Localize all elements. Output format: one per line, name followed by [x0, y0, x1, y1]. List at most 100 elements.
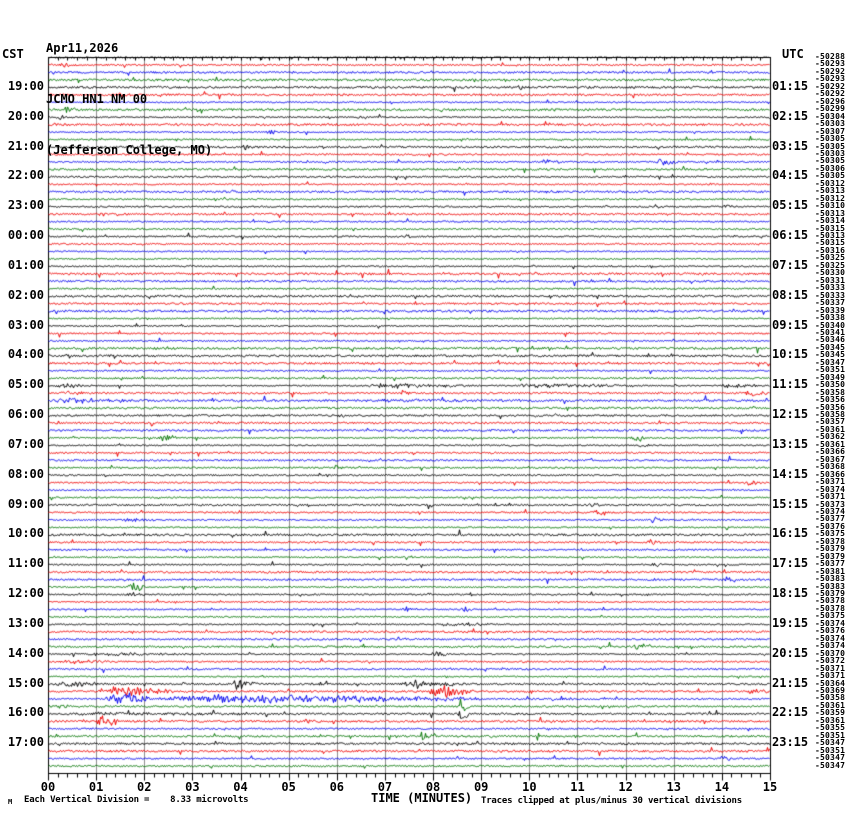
- trace-offset-value: -50316: [815, 245, 846, 255]
- trace-offset-value: -50330: [815, 268, 846, 278]
- station-location-label: (Jefferson College, MO): [46, 143, 213, 157]
- trace-offset-value: -50292: [815, 89, 846, 99]
- trace-offset-value: -50331: [815, 275, 846, 285]
- cst-hour-label: 19:00: [7, 78, 44, 93]
- trace-offset-value: -50305: [815, 156, 846, 166]
- trace-offset-value: -50325: [815, 253, 846, 263]
- station-code-label: JCMO HN1 NM 00: [46, 92, 148, 106]
- minute-tick-label: 03: [185, 780, 200, 794]
- cst-hour-label: 10:00: [7, 526, 44, 541]
- trace-offset-value: -50338: [815, 313, 846, 323]
- trace-offset-value: -50374: [815, 484, 846, 494]
- trace-offset-value: -50358: [815, 410, 846, 419]
- utc-hour-label: 13:15: [772, 436, 809, 451]
- right-axis-title-utc: UTC: [782, 47, 804, 61]
- trace-offset-value: -50299: [815, 104, 846, 114]
- trace-offset-value: -50358: [815, 387, 846, 397]
- vertical-division-note: Each Vertical Division = 8.33 microvolts: [24, 795, 249, 805]
- trace-offset-value: -50373: [815, 499, 846, 509]
- utc-hour-label: 10:15: [772, 347, 809, 362]
- minute-tick-label: 06: [329, 780, 345, 794]
- trace-offset-value: -50379: [815, 544, 846, 554]
- cst-hour-label: 07:00: [7, 436, 44, 451]
- minute-tick-label: 12: [618, 780, 633, 794]
- trace-offset-value: -50374: [815, 641, 846, 651]
- cst-hour-label: 14:00: [7, 645, 44, 660]
- trace-offset-value: -50351: [815, 745, 846, 755]
- cst-hour-label: 13:00: [7, 615, 44, 630]
- x-axis-title: TIME (MINUTES): [371, 791, 473, 805]
- utc-hour-label: 16:15: [772, 526, 809, 541]
- trace-offset-value: -50315: [815, 238, 846, 248]
- cst-hour-label: 17:00: [7, 735, 44, 750]
- trace-offset-value: -50366: [815, 447, 846, 457]
- utc-hour-label: 11:15: [772, 377, 809, 392]
- trace-offset-value: -50296: [815, 96, 846, 106]
- utc-hour-label: 01:15: [772, 78, 809, 93]
- trace-offset-value: -50305: [815, 141, 846, 151]
- trace-offset-value: -50370: [815, 648, 846, 658]
- trace-offset-value: -50378: [815, 603, 846, 613]
- utc-hour-label: 15:15: [772, 496, 809, 511]
- minute-tick-label: 10: [522, 780, 537, 794]
- trace-offset-value: -50306: [815, 163, 846, 173]
- minute-tick-label: 00: [40, 780, 56, 794]
- trace-offset-value: -50313: [815, 186, 846, 196]
- trace-offset-value: -50347: [815, 760, 846, 770]
- utc-hour-label: 22:15: [772, 705, 809, 720]
- trace-offset-value: -50288: [815, 52, 846, 61]
- cst-hour-label: 09:00: [7, 496, 44, 511]
- utc-hour-label: 17:15: [772, 556, 809, 571]
- utc-hour-label: 05:15: [772, 198, 809, 213]
- minute-tick-label: 14: [714, 780, 730, 794]
- trace-offset-value: -50379: [815, 551, 846, 561]
- trace-offset-value: -50314: [815, 216, 846, 226]
- date-label: Apr11,2026: [46, 41, 119, 55]
- cst-hour-label: 01:00: [7, 257, 44, 272]
- header-block: Apr11,2026 JCMO HN1 NM 00 (Jefferson Col…: [46, 4, 212, 195]
- trace-offset-value: -50303: [815, 148, 846, 158]
- minute-tick-label: 01: [88, 780, 104, 794]
- trace-offset-value: -50369: [815, 685, 846, 695]
- trace-offset-value: -50333: [815, 283, 846, 293]
- utc-hour-label: 08:15: [772, 287, 809, 302]
- minute-tick-label: 02: [137, 780, 152, 794]
- trace-offset-value: -50376: [815, 521, 846, 531]
- trace-offset-value: -50381: [815, 566, 846, 576]
- trace-offset-value: -50292: [815, 66, 846, 76]
- trace-offset-value: -50374: [815, 618, 846, 628]
- cst-hour-label: 22:00: [7, 168, 44, 183]
- trace-offset-value: -50292: [815, 81, 846, 91]
- trace-offset-value: -50305: [815, 171, 846, 181]
- trace-offset-value: -50305: [815, 134, 846, 144]
- cst-hour-label: 23:00: [7, 198, 44, 213]
- trace-offset-value: -50375: [815, 611, 846, 621]
- trace-offset-value: -50356: [815, 395, 846, 405]
- trace-offset-value: -50304: [815, 111, 846, 121]
- trace-offset-value: -50362: [815, 432, 846, 442]
- trace-offset-value: -50313: [815, 208, 846, 218]
- utc-hour-label: 06:15: [772, 228, 809, 242]
- trace-offset-value: -50367: [815, 454, 846, 464]
- cst-hour-label: 00:00: [7, 228, 44, 242]
- left-axis-title-cst: CST: [2, 47, 24, 61]
- trace-offset-value: -50333: [815, 290, 846, 300]
- cst-hour-label: 06:00: [7, 407, 44, 421]
- trace-offset-value: -50307: [815, 126, 846, 136]
- trace-offset-value: -50383: [815, 581, 846, 591]
- trace-offset-value: -50371: [815, 477, 846, 487]
- cst-hour-label: 05:00: [7, 377, 44, 392]
- cst-hour-label: 21:00: [7, 138, 44, 153]
- trace-offset-value: -50345: [815, 350, 846, 360]
- trace-offset-value: -50361: [815, 424, 846, 434]
- trace-offset-value: -50346: [815, 335, 846, 345]
- trace-offset-value: -50377: [815, 514, 846, 524]
- utc-hour-label: 07:15: [772, 257, 809, 272]
- cst-hour-label: 04:00: [7, 347, 44, 362]
- trace-offset-value: -50356: [815, 402, 846, 412]
- trace-offset-value: -50293: [815, 74, 846, 84]
- cst-hour-label: 15:00: [7, 675, 44, 690]
- trace-offset-value: -50359: [815, 708, 846, 718]
- minute-tick-label: 04: [233, 780, 248, 794]
